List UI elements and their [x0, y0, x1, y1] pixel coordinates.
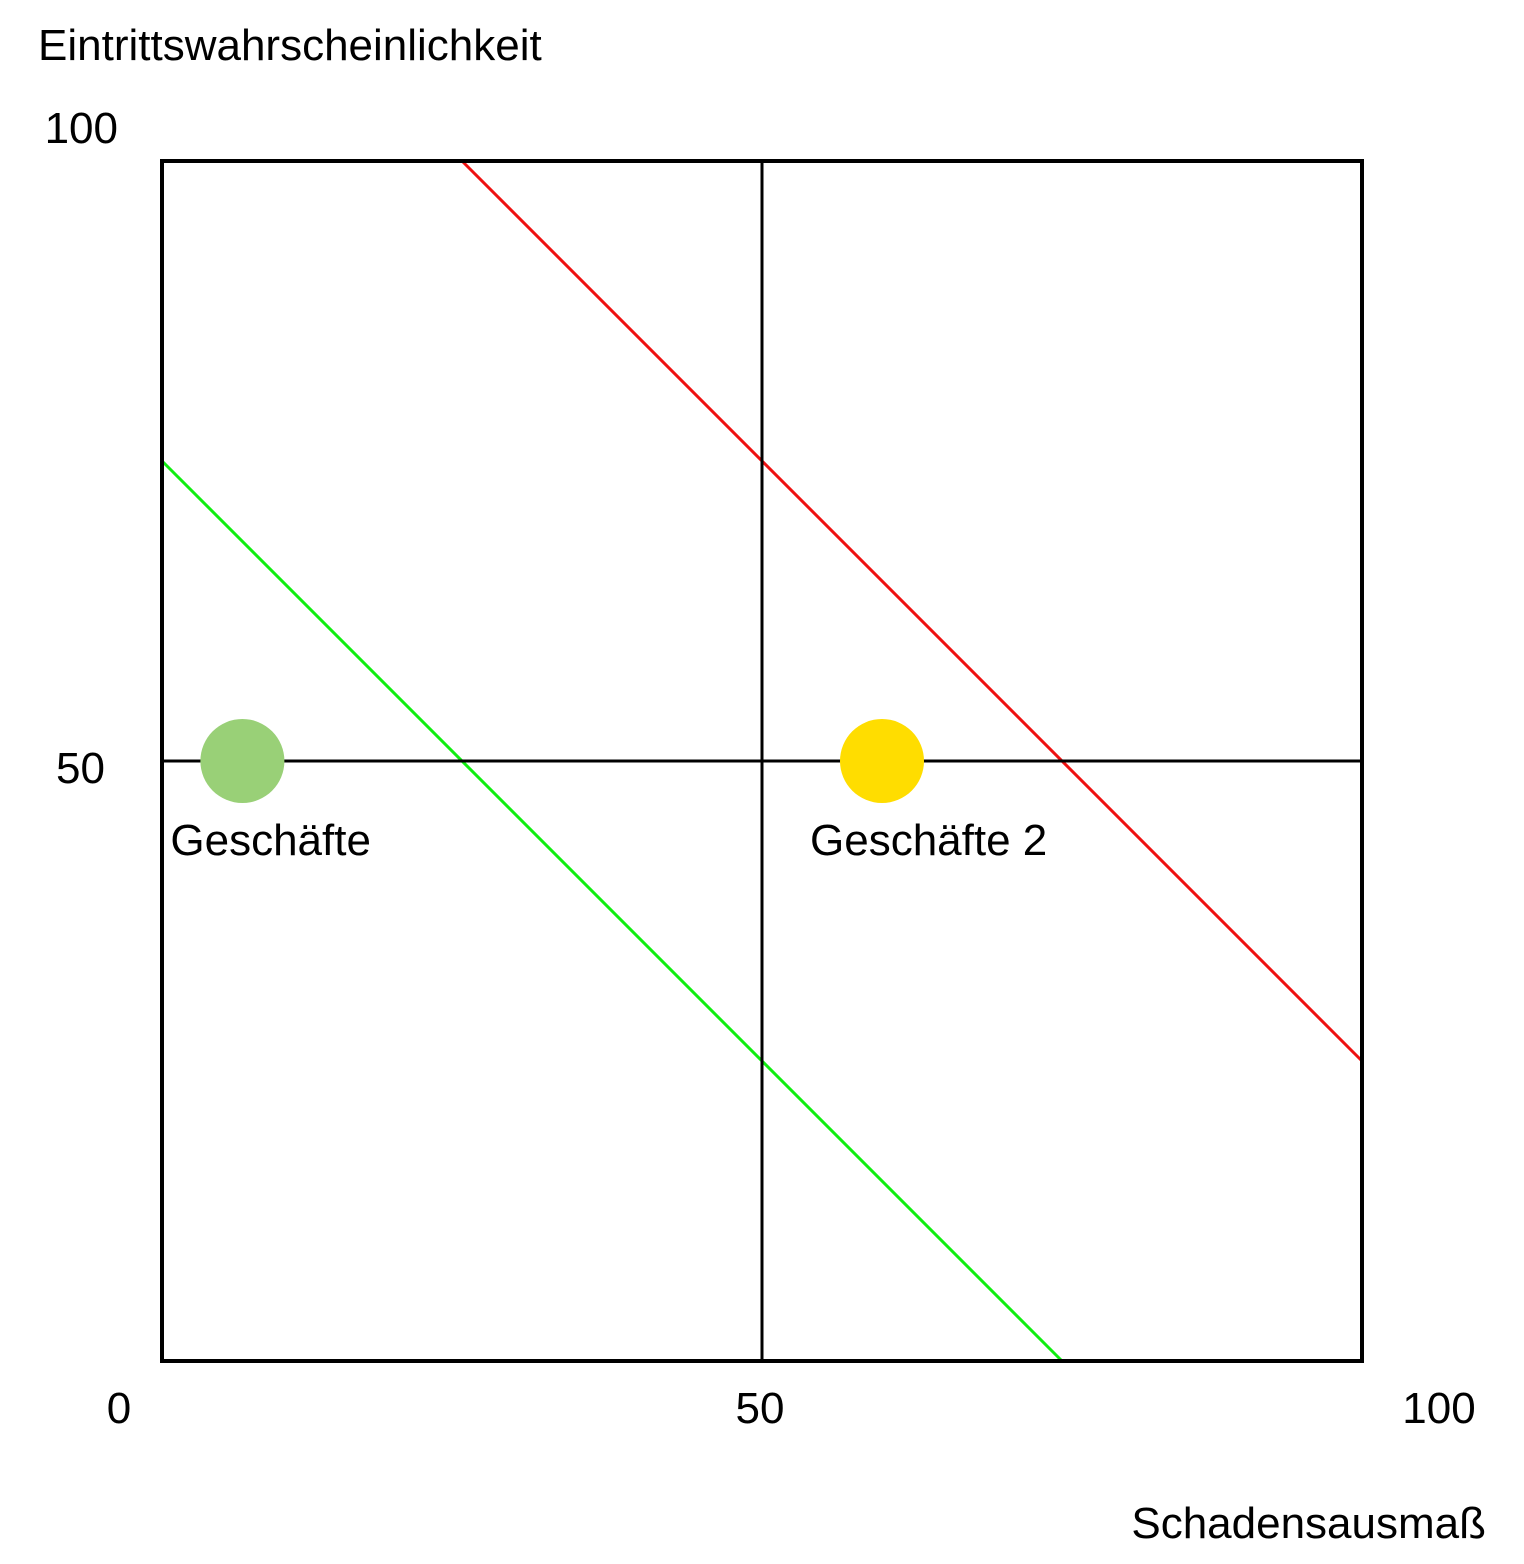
data-points: Geschäfte Geschäfte 2 — [170, 719, 1047, 865]
threshold-lines — [160, 159, 1364, 1363]
x-tick-label-100: 100 — [1402, 1384, 1475, 1433]
x-tick-label-50: 50 — [736, 1384, 785, 1433]
x-axis-title: Schadensausmaß — [1131, 1499, 1486, 1548]
plot-frame — [160, 159, 1364, 1363]
data-point-label-2: Geschäfte 2 — [810, 816, 1047, 865]
y-tick-label-100: 100 — [45, 104, 118, 153]
data-point-label-1: Geschäfte — [170, 816, 371, 865]
data-point-1 — [200, 719, 285, 803]
threshold-line-2 — [160, 459, 1064, 1363]
threshold-line-1 — [460, 159, 1364, 1063]
x-tick-label-0: 0 — [107, 1384, 131, 1433]
y-tick-label-50: 50 — [56, 744, 105, 793]
data-point-2 — [840, 719, 924, 803]
y-axis-title: Eintrittswahrscheinlichkeit — [38, 21, 542, 70]
